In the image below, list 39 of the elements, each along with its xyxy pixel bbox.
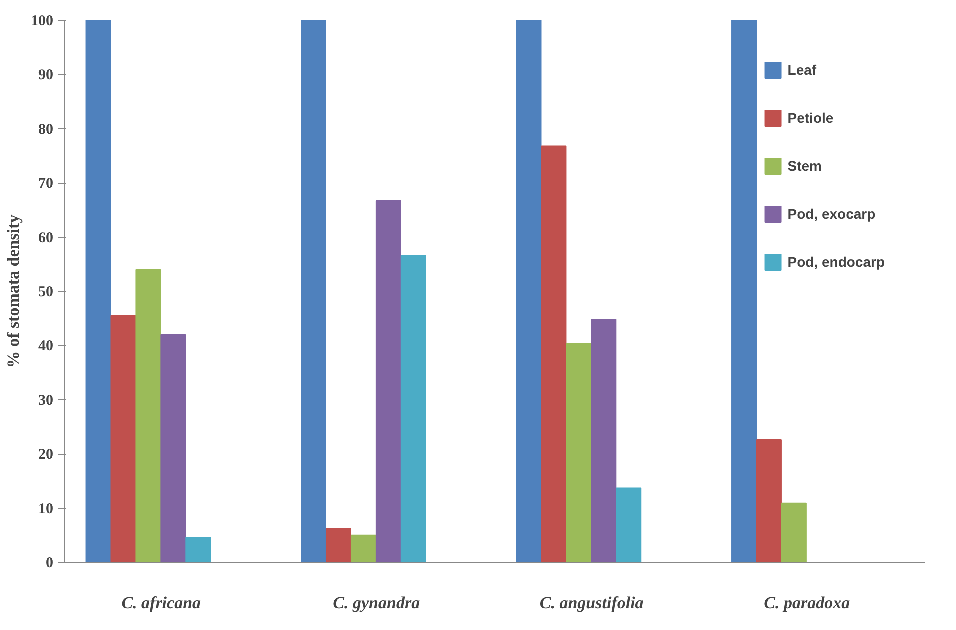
legend-label: Pod, exocarp: [788, 206, 876, 222]
y-tick-label: 20: [38, 447, 54, 464]
legend-label: Stem: [788, 158, 822, 174]
x-tick-label: C. africana: [122, 594, 202, 612]
y-tick-label: 100: [31, 14, 54, 30]
legend-label: Leaf: [788, 62, 817, 78]
bar: [566, 343, 592, 562]
bar: [160, 334, 186, 562]
y-tick-label: 80: [38, 122, 54, 138]
y-tick-label: 70: [38, 176, 54, 192]
x-tick-label: C. paradoxa: [764, 594, 851, 612]
bar: [136, 269, 162, 562]
y-tick-label: 0: [46, 556, 54, 572]
bar: [350, 534, 376, 562]
y-tick-label: 90: [38, 68, 54, 84]
bar: [781, 502, 807, 562]
bar: [591, 319, 617, 562]
bar: [756, 440, 782, 562]
y-tick-label: 40: [38, 338, 54, 355]
bar: [326, 528, 352, 562]
legend-label: Pod, endocarp: [788, 254, 885, 270]
x-tick-label: C. angustifolia: [540, 594, 644, 612]
bar: [110, 315, 136, 562]
bar: [376, 200, 402, 562]
bar: [732, 20, 757, 562]
y-tick-label: 60: [38, 230, 54, 246]
bar: [541, 146, 567, 562]
legend-label: Petiole: [788, 110, 834, 126]
bar: [86, 20, 112, 562]
y-tick-label: 10: [38, 501, 54, 518]
y-tick-label: 30: [38, 392, 54, 409]
bar: [616, 488, 642, 562]
y-axis-title: % of stomata density: [4, 214, 23, 368]
y-tick-label: 50: [38, 284, 54, 300]
bar: [400, 255, 426, 562]
x-tick-label: C. gynandra: [333, 594, 421, 612]
bar: [516, 20, 542, 562]
bar: [301, 20, 326, 562]
bar: [186, 537, 212, 562]
